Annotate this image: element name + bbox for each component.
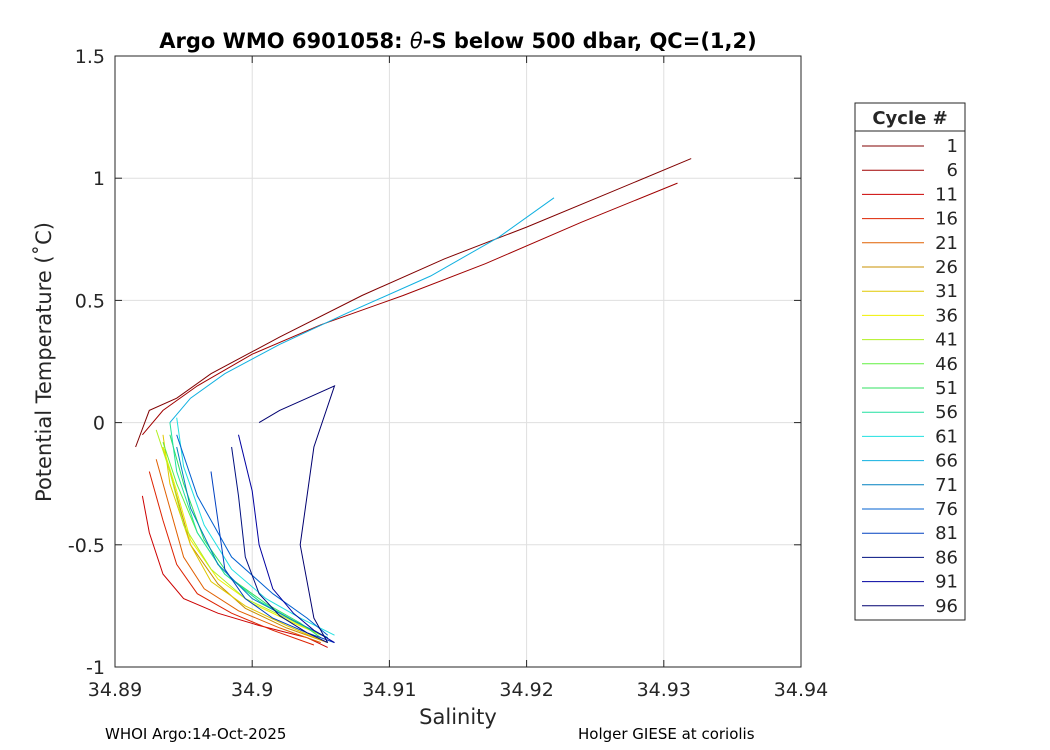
y-axis-label: Potential Temperature (˚C) bbox=[32, 222, 56, 502]
axes-frame bbox=[114, 55, 802, 668]
data-series bbox=[135, 158, 692, 648]
legend-label-cycle-76: 76 bbox=[935, 499, 958, 520]
legend-label-cycle-91: 91 bbox=[935, 572, 958, 593]
y-tick-label: 0 bbox=[93, 413, 105, 435]
legend-label-cycle-1: 1 bbox=[947, 136, 958, 157]
series-line-cycle-96 bbox=[258, 384, 336, 643]
series-line-cycle-86 bbox=[231, 446, 328, 644]
series-line-cycle-66 bbox=[169, 197, 555, 423]
y-tick-label: 1.5 bbox=[75, 46, 105, 68]
footer-credit-right: Holger GIESE at coriolis bbox=[578, 725, 755, 743]
y-tick-label: 1 bbox=[93, 168, 105, 190]
legend-label-cycle-66: 66 bbox=[935, 451, 958, 472]
series-line-cycle-91 bbox=[238, 434, 335, 644]
legend-label-cycle-86: 86 bbox=[935, 547, 958, 568]
y-tick-label: 0.5 bbox=[75, 290, 105, 312]
y-tick-label: -0.5 bbox=[68, 535, 105, 557]
series-line-cycle-11 bbox=[141, 495, 328, 648]
legend-label-cycle-21: 21 bbox=[935, 233, 958, 254]
x-tick-label: 34.91 bbox=[362, 679, 416, 701]
legend-label-cycle-6: 6 bbox=[947, 160, 958, 181]
legend-title: Cycle # bbox=[872, 108, 947, 129]
legend-label-cycle-51: 51 bbox=[935, 378, 958, 399]
tick-labels: 34.89 34.9 34.91 34.92 34.93 34.94 -1 -0.5 0 0.5 1… bbox=[68, 46, 828, 701]
series-line-cycle-41 bbox=[155, 429, 322, 636]
legend-label-cycle-16: 16 bbox=[935, 209, 958, 230]
y-tick-label: -1 bbox=[86, 657, 105, 679]
legend-label-cycle-36: 36 bbox=[935, 305, 958, 326]
legend-label-cycle-61: 61 bbox=[935, 426, 958, 447]
legend-label-cycle-56: 56 bbox=[935, 402, 958, 423]
series-line-cycle-16 bbox=[148, 471, 315, 646]
legend-label-cycle-81: 81 bbox=[935, 523, 958, 544]
series-line-cycle-71 bbox=[176, 446, 328, 639]
legend-label-cycle-46: 46 bbox=[935, 354, 958, 375]
x-tick-label: 34.93 bbox=[637, 679, 691, 701]
legend-label-cycle-26: 26 bbox=[935, 257, 958, 278]
legend: Cycle # 16111621263136414651566166717681… bbox=[854, 102, 966, 621]
x-tick-label: 34.92 bbox=[499, 679, 553, 701]
series-line-cycle-61 bbox=[176, 417, 335, 636]
series-line-cycle-26 bbox=[162, 446, 328, 644]
legend-label-cycle-31: 31 bbox=[935, 281, 958, 302]
series-line-cycle-36 bbox=[162, 446, 328, 639]
series-line-cycle-1 bbox=[135, 158, 692, 448]
legend-label-cycle-41: 41 bbox=[935, 330, 958, 351]
ticks bbox=[114, 55, 802, 668]
x-tick-label: 34.9 bbox=[231, 679, 273, 701]
legend-box bbox=[854, 102, 966, 621]
legend-label-cycle-71: 71 bbox=[935, 475, 958, 496]
footer-credit-left: WHOI Argo:14-Oct-2025 bbox=[105, 725, 287, 743]
legend-label-cycle-96: 96 bbox=[935, 596, 958, 617]
x-tick-label: 34.89 bbox=[88, 679, 142, 701]
x-axis-label: Salinity bbox=[419, 705, 497, 729]
legend-label-cycle-11: 11 bbox=[935, 184, 958, 205]
series-line-cycle-31 bbox=[162, 434, 321, 641]
chart-title: Argo WMO 6901058: θ-S below 500 dbar, QC… bbox=[159, 29, 756, 53]
x-tick-label: 34.94 bbox=[774, 679, 828, 701]
grid bbox=[115, 56, 801, 667]
series-line-cycle-21 bbox=[155, 459, 321, 644]
